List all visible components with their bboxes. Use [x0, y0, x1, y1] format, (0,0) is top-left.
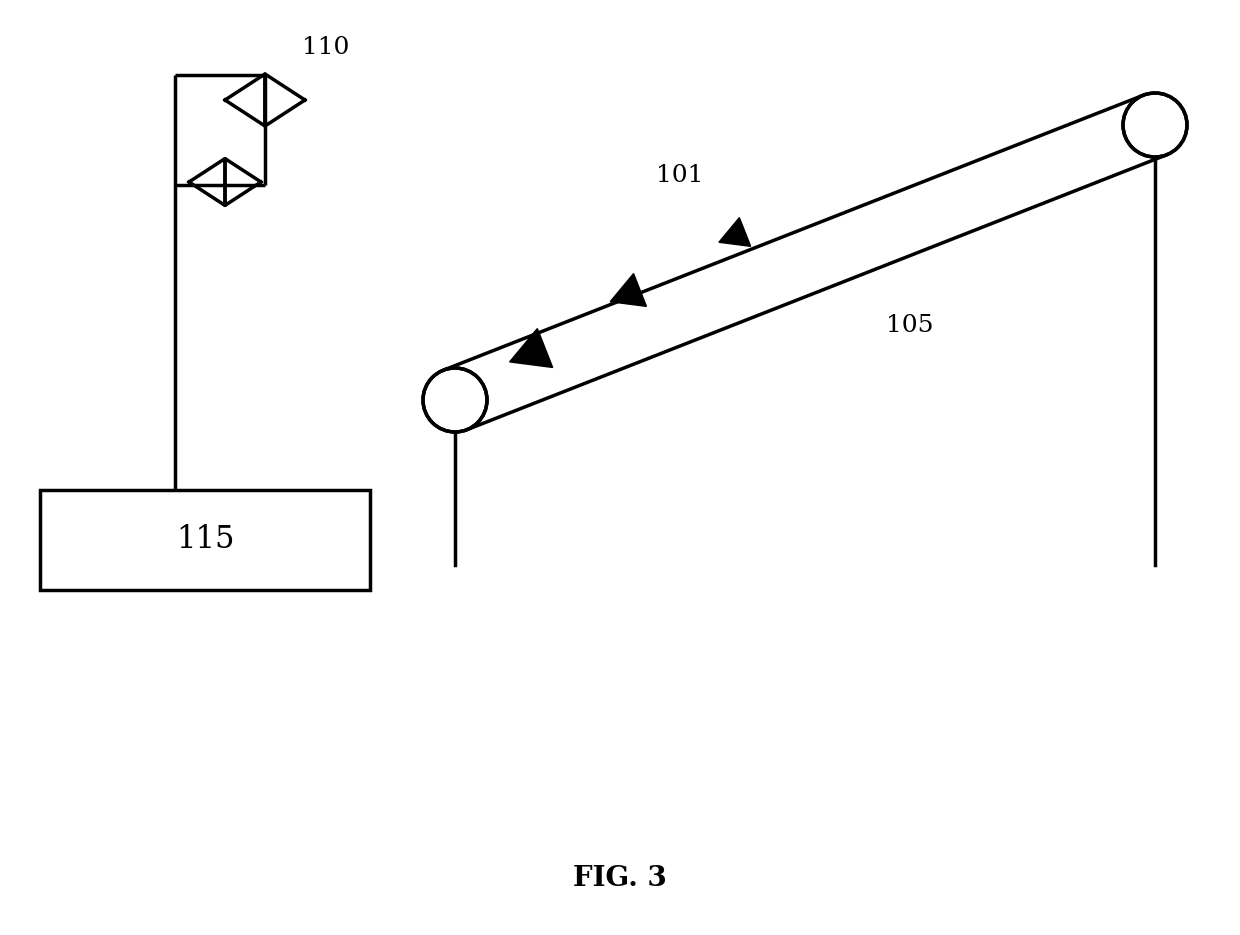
Text: 101: 101: [656, 164, 703, 186]
Polygon shape: [719, 218, 750, 246]
Text: 105: 105: [887, 313, 934, 337]
Bar: [40, 490, 370, 590]
Text: 110: 110: [303, 36, 350, 59]
Circle shape: [1123, 93, 1187, 157]
Circle shape: [423, 368, 487, 432]
Polygon shape: [510, 328, 553, 367]
Text: 115: 115: [176, 525, 234, 555]
Polygon shape: [610, 274, 646, 307]
Text: FIG. 3: FIG. 3: [573, 865, 667, 891]
